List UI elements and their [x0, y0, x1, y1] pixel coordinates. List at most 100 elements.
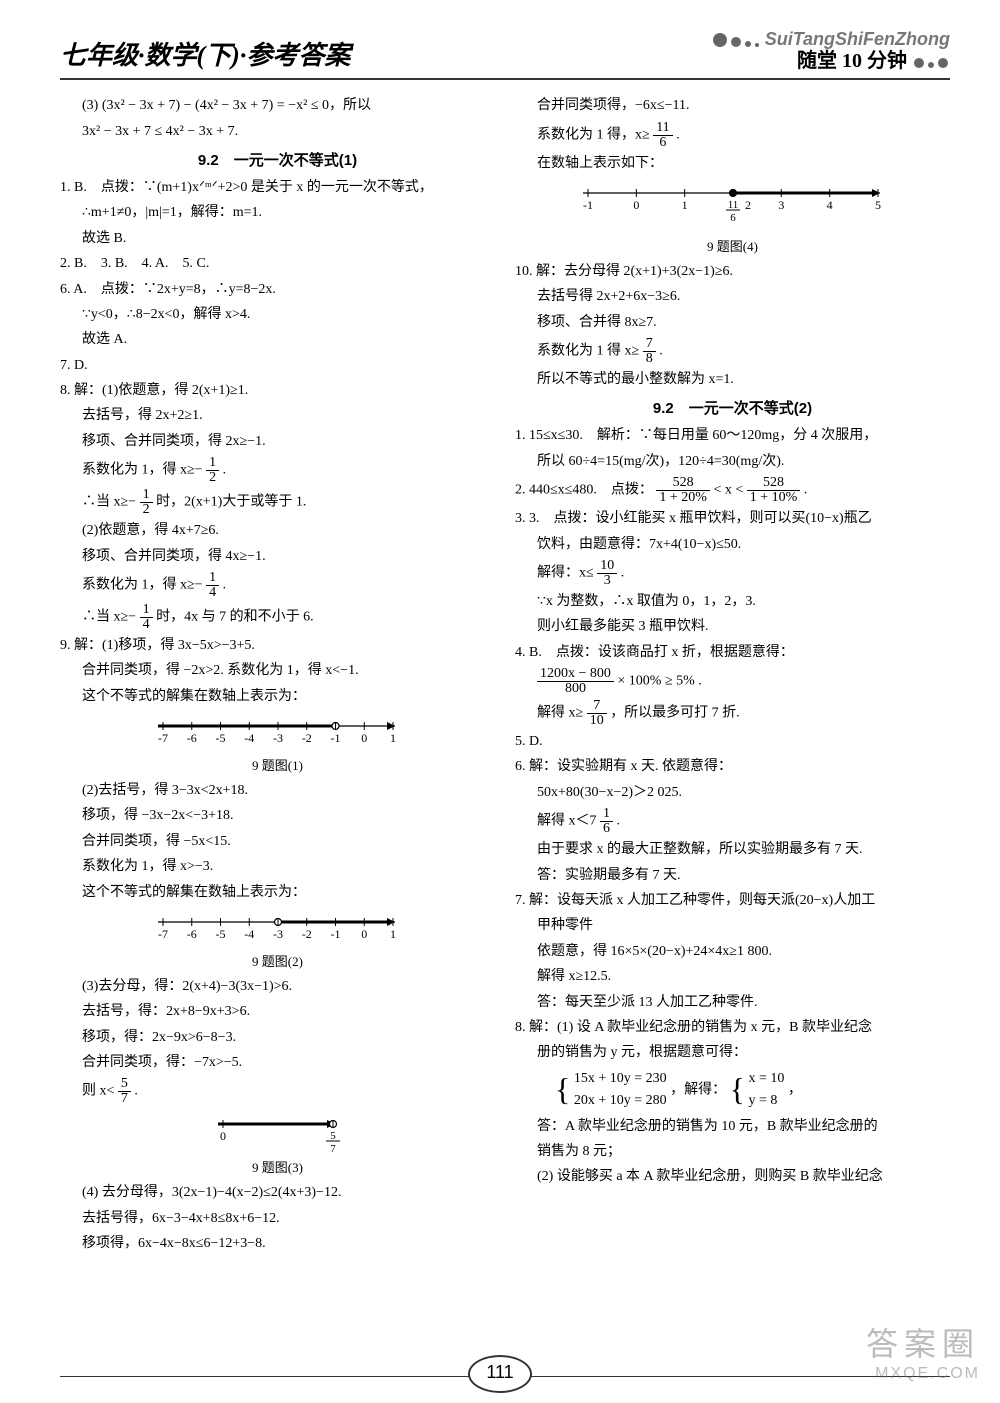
text: 8. 解：(1) 设 A 款毕业纪念册的销售为 x 元，B 款毕业纪念 — [515, 1017, 950, 1039]
header-cn: 随堂 10 分钟 — [797, 50, 907, 72]
text: 合并同类项，得 −5x<15. — [60, 831, 495, 853]
svg-text:-6: -6 — [186, 927, 196, 941]
svg-text:-3: -3 — [273, 731, 283, 745]
text: 系数化为 1，得 x≥− 12 . — [60, 456, 495, 485]
svg-text:-4: -4 — [244, 927, 254, 941]
text: (2) 设能够买 a 本 A 款毕业纪念册，则购买 B 款毕业纪念 — [515, 1166, 950, 1188]
text: 这个不等式的解集在数轴上表示为： — [60, 882, 495, 904]
text: 故选 A. — [60, 329, 495, 351]
page-header: 七年级·数学(下)·参考答案 SuiTangShiFenZhong 随堂 10 … — [60, 30, 950, 80]
watermark: 答案圈 MXQE.COM — [866, 1319, 980, 1383]
svg-text:-3: -3 — [273, 927, 283, 941]
header-title: 七年级·数学(下)·参考答案 — [60, 35, 350, 72]
text: 6. A. 点拨：∵2x+y=8，∴y=8−2x. — [60, 279, 495, 301]
text: (3)去分母，得：2(x+4)−3(3x−1)>6. — [60, 976, 495, 998]
right-column: 合并同类项得，−6x≤−11. 系数化为 1 得，x≥ 116 . 在数轴上表示… — [515, 92, 950, 1258]
text: 这个不等式的解集在数轴上表示为： — [60, 686, 495, 708]
svg-text:0: 0 — [220, 1129, 226, 1143]
svg-text:-4: -4 — [244, 731, 254, 745]
text: 3. 3. 点拨：设小红能买 x 瓶甲饮料，则可以买(10−x)瓶乙 — [515, 508, 950, 530]
header-brand: SuiTangShiFenZhong 随堂 10 分钟 — [711, 30, 950, 72]
text: 所以 60÷4=15(mg/次)，120÷4=30(mg/次). — [515, 451, 950, 473]
svg-text:1: 1 — [390, 731, 396, 745]
svg-text:3: 3 — [778, 198, 784, 212]
svg-text:-6: -6 — [186, 731, 196, 745]
fig-caption: 9 题图(2) — [60, 952, 495, 973]
left-column: (3) (3x² − 3x + 7) − (4x² − 3x + 7) = −x… — [60, 92, 495, 1258]
text: 系数化为 1，得 x≥− 14 . — [60, 571, 495, 600]
header-pinyin: SuiTangShiFenZhong — [765, 29, 950, 49]
svg-text:6: 6 — [730, 212, 736, 224]
text: 1. B. 点拨：∵(m+1)xᐟᵐᐟ+2>0 是关于 x 的一元一次不等式， — [60, 177, 495, 199]
text: 答：每天至少派 13 人加工乙种零件. — [515, 992, 950, 1014]
fig-caption: 9 题图(3) — [60, 1158, 495, 1179]
text: 答：A 款毕业纪念册的销售为 10 元，B 款毕业纪念册的 — [515, 1116, 950, 1138]
page-number: 111 — [468, 1355, 532, 1393]
text: 系数化为 1 得 x≥ 78 . — [515, 337, 950, 366]
svg-text:-1: -1 — [330, 731, 340, 745]
svg-text:1: 1 — [390, 927, 396, 941]
svg-text:-7: -7 — [158, 927, 168, 941]
text: 解得 x＜7 16 . — [515, 807, 950, 836]
text: ∴m+1≠0，|m|=1，解得：m=1. — [60, 202, 495, 224]
text: ∵x 为整数，∴x 取值为 0，1，2，3. — [515, 591, 950, 613]
text: 5. D. — [515, 731, 950, 753]
text: ∵y<0，∴8−2x<0，解得 x>4. — [60, 304, 495, 326]
svg-text:5: 5 — [875, 198, 881, 212]
text: ∴当 x≥− 14 时，4x 与 7 的和不小于 6. — [60, 603, 495, 632]
text: ∴当 x≥− 12 时，2(x+1)大于或等于 1. — [60, 488, 495, 517]
svg-text:-1: -1 — [583, 198, 593, 212]
text: (3) (3x² − 3x + 7) − (4x² − 3x + 7) = −x… — [60, 95, 495, 117]
fig-caption: 9 题图(1) — [60, 756, 495, 777]
svg-text:11: 11 — [727, 199, 738, 211]
text: 1. 15≤x≤30. 解析：∵每日用量 60～120mg，分 4 次服用， — [515, 425, 950, 447]
svg-text:-2: -2 — [301, 927, 311, 941]
text: 解得 x≥ 710 ，所以最多可打 7 折. — [515, 699, 950, 728]
svg-text:-1: -1 — [330, 927, 340, 941]
text: 故选 B. — [60, 228, 495, 250]
text: 系数化为 1，得 x>−3. — [60, 856, 495, 878]
svg-text:0: 0 — [361, 927, 367, 941]
text: 50x+80(30−x−2)＞2 025. — [515, 782, 950, 804]
header-dots-2 — [912, 52, 950, 72]
text: 去括号得 2x+2+6x−3≥6. — [515, 286, 950, 308]
numberline-fig1: -7 -6 -5 -4 -3 -2 -1 0 1 — [148, 712, 408, 752]
svg-text:2: 2 — [745, 198, 751, 212]
text: 7. D. — [60, 355, 495, 377]
svg-text:-2: -2 — [301, 731, 311, 745]
numberline-fig3: 057 — [208, 1110, 348, 1154]
text: 去括号，得：2x+8−9x+3>6. — [60, 1001, 495, 1023]
text: 在数轴上表示如下： — [515, 153, 950, 175]
svg-text:0: 0 — [361, 731, 367, 745]
svg-text:-5: -5 — [215, 927, 225, 941]
text: 移项、合并得 8x≥7. — [515, 312, 950, 334]
text: 答：实验期最多有 7 天. — [515, 865, 950, 887]
text: 由于要求 x 的最大正整数解，所以实验期最多有 7 天. — [515, 839, 950, 861]
svg-text:-5: -5 — [215, 731, 225, 745]
text: (4) 去分母得，3(2x−1)−4(x−2)≤2(4x+3)−12. — [60, 1182, 495, 1204]
text: 移项、合并同类项，得 4x≥−1. — [60, 546, 495, 568]
text: 1200x − 800800 × 100% ≥ 5% . — [515, 667, 950, 696]
text: 移项，得 −3x−2x<−3+18. — [60, 805, 495, 827]
text: 去括号，得 2x+2≥1. — [60, 405, 495, 427]
text: 8. 解：(1)依题意，得 2(x+1)≥1. — [60, 380, 495, 402]
svg-text:0: 0 — [633, 198, 639, 212]
svg-text:-7: -7 — [158, 731, 168, 745]
text: 饮料，由题意得：7x+4(10−x)≤50. — [515, 534, 950, 556]
section-title: 9.2 一元一次不等式(2) — [515, 397, 950, 421]
text: 去括号得，6x−3−4x+8≤8x+6−12. — [60, 1208, 495, 1230]
text: 则小红最多能买 3 瓶甲饮料. — [515, 616, 950, 638]
text: 移项得，6x−4x−8x≤6−12+3−8. — [60, 1233, 495, 1255]
text: 所以不等式的最小整数解为 x=1. — [515, 369, 950, 391]
text: (2)依题意，得 4x+7≥6. — [60, 520, 495, 542]
numberline-fig4: -1011162345 — [573, 179, 893, 233]
text: 9. 解：(1)移项，得 3x−5x>−3+5. — [60, 635, 495, 657]
text: 解得 x≥12.5. — [515, 966, 950, 988]
text: 依题意，得 16×5×(20−x)+24×4x≥1 800. — [515, 941, 950, 963]
text: 则 x< 57 . — [60, 1077, 495, 1106]
text: 系数化为 1 得，x≥ 116 . — [515, 121, 950, 150]
text: 合并同类项，得 −2x>2. 系数化为 1，得 x<−1. — [60, 660, 495, 682]
text: 合并同类项得，−6x≤−11. — [515, 95, 950, 117]
text: 4. B. 点拨：设该商品打 x 折，根据题意得： — [515, 642, 950, 664]
text: (2)去括号，得 3−3x<2x+18. — [60, 780, 495, 802]
